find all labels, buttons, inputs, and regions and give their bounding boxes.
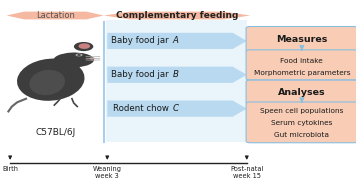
Circle shape — [76, 54, 83, 56]
FancyBboxPatch shape — [246, 102, 358, 143]
Ellipse shape — [79, 43, 90, 49]
Text: Complementary feeding: Complementary feeding — [116, 11, 238, 20]
Polygon shape — [107, 101, 247, 117]
Polygon shape — [104, 12, 250, 19]
Text: Birth: Birth — [2, 167, 18, 172]
Text: Measures: Measures — [276, 35, 328, 43]
Ellipse shape — [54, 53, 94, 67]
Ellipse shape — [74, 42, 93, 51]
Text: Food intake: Food intake — [281, 58, 323, 64]
Text: Post-natal
week 15: Post-natal week 15 — [230, 167, 264, 179]
Text: Baby food jar: Baby food jar — [111, 36, 172, 45]
Polygon shape — [107, 67, 247, 83]
Text: Serum cytokines: Serum cytokines — [271, 120, 333, 126]
FancyBboxPatch shape — [246, 80, 358, 104]
Text: Lactation: Lactation — [36, 11, 75, 20]
Text: Gut microbiota: Gut microbiota — [274, 132, 329, 138]
Text: B: B — [172, 70, 178, 79]
Ellipse shape — [29, 70, 65, 95]
Text: Analyses: Analyses — [278, 88, 326, 97]
Text: C57BL/6J: C57BL/6J — [35, 128, 76, 137]
FancyBboxPatch shape — [105, 20, 247, 142]
Polygon shape — [107, 33, 247, 49]
Polygon shape — [7, 12, 104, 19]
Circle shape — [77, 54, 81, 56]
Text: Speen cell populations: Speen cell populations — [260, 108, 344, 114]
Text: A: A — [172, 36, 178, 45]
Text: Weaning
week 3: Weaning week 3 — [93, 167, 122, 179]
Ellipse shape — [17, 59, 84, 101]
Text: Rodent chow: Rodent chow — [113, 104, 172, 113]
Circle shape — [89, 57, 95, 60]
FancyBboxPatch shape — [246, 26, 358, 52]
FancyBboxPatch shape — [246, 50, 358, 80]
Text: C: C — [172, 104, 178, 113]
Text: Morphometric parameters: Morphometric parameters — [254, 70, 350, 76]
Text: Baby food jar: Baby food jar — [111, 70, 172, 79]
